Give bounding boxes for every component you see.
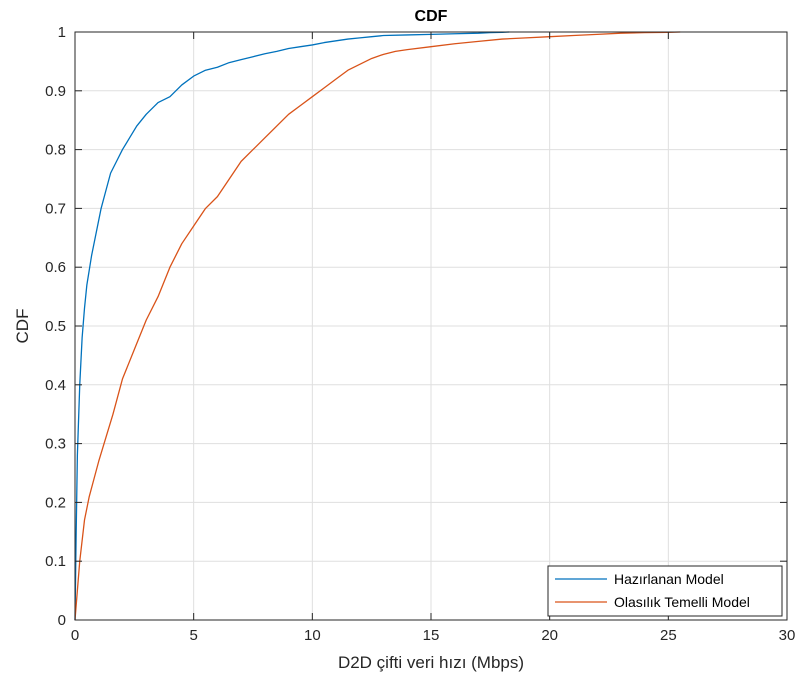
legend-label-olasilik: Olasılık Temelli Model [614,594,750,610]
y-tick-label: 0.7 [45,200,66,217]
x-tick-label: 15 [423,627,440,644]
y-tick-label: 0.6 [45,259,66,276]
legend-box [547,565,783,617]
legend-label-hazirlanan: Hazırlanan Model [614,571,724,587]
legend: Hazırlanan Model Olasılık Temelli Model [547,565,783,617]
series-line-0 [74,31,510,621]
y-tick-label: 0.4 [45,377,66,394]
x-tick-label: 0 [71,627,79,644]
x-axis-label: D2D çifti veri hızı (Mbps) [338,653,524,672]
chart-title: CDF [415,8,448,25]
series-lines [74,31,681,621]
y-tick-label: 1 [58,24,66,41]
y-tick-label: 0.1 [45,553,66,570]
y-tick-label: 0.8 [45,142,66,159]
x-tick-label: 20 [541,627,558,644]
x-tick-label: 30 [779,627,796,644]
y-tick-label: 0.9 [45,83,66,100]
tick-labels: 0 5 10 15 20 25 30 0 0.1 0.2 0.3 0.4 0.5 0.6 0.7 0.8 0.9… [45,24,795,644]
y-tick-label: 0.2 [45,494,66,511]
y-tick-label: 0 [58,612,66,629]
x-tick-label: 25 [660,627,677,644]
x-tick-label: 10 [304,627,321,644]
x-tick-label: 5 [189,627,197,644]
series-line-1 [74,31,681,621]
y-tick-label: 0.3 [45,436,66,453]
axis-ticks [74,31,788,621]
grid-lines [75,32,787,620]
y-axis-label: CDF [13,309,32,344]
y-tick-label: 0.5 [45,318,66,335]
